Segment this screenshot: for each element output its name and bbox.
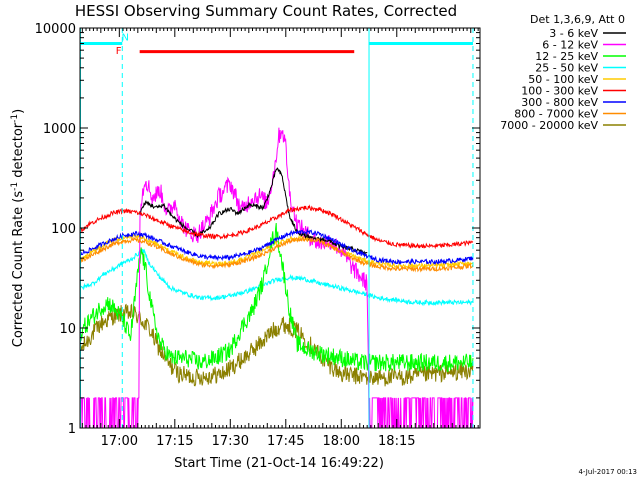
series-line-50-100-kev [80, 233, 474, 269]
y-axis-label-main: Corrected Count Rate (s [11, 191, 26, 348]
series-line-3-6-kev [139, 167, 368, 257]
y-axis: 1 10 100 1000 10000 [35, 22, 480, 437]
series-line-300-800-kev [80, 227, 474, 266]
plot-series-group [80, 127, 474, 429]
series-line-7000-20000-kev [80, 303, 474, 387]
series-line-6-12-kev [80, 127, 474, 429]
legend-label-6-12-kev: 6 - 12 keV [542, 39, 598, 52]
x-tick-label: 18:00 [323, 434, 360, 449]
x-axis: 17:00 17:15 17:30 17:45 18:00 18:15 [81, 28, 479, 449]
y-axis-label-end: ) [11, 109, 26, 114]
legend-label-3-6-kev: 3 - 6 keV [549, 27, 598, 40]
legend-label-100-300-kev: 100 - 300 keV [521, 85, 598, 98]
series-line-800-7000-kev [80, 235, 474, 273]
y-tick-label: 1 [68, 422, 76, 437]
x-tick-label: 17:45 [267, 434, 304, 449]
y-tick-label: 100 [51, 222, 76, 237]
series-line-100-300-kev [80, 204, 474, 250]
legend-header: Det 1,3,6,9, Att 0 [530, 13, 625, 26]
x-tick-label: 18:15 [378, 434, 415, 449]
annotation-label-n: N [121, 32, 128, 43]
x-axis-label: Start Time (21-Oct-14 16:49:22) [174, 456, 384, 471]
legend-label-7000-20000-kev: 7000 - 20000 keV [500, 119, 598, 132]
legend-label-300-800-kev: 300 - 800 keV [521, 96, 598, 109]
x-tick-label: 17:15 [156, 434, 193, 449]
y-tick-label: 10 [59, 322, 76, 337]
y-axis-label-sup1: -1 [10, 182, 20, 191]
y-axis-label-mid: detector [11, 122, 26, 182]
y-tick-label: 1000 [43, 122, 76, 137]
series-line-25-50-kev [80, 248, 474, 307]
x-tick-label: 17:00 [101, 434, 138, 449]
y-tick-label: 10000 [35, 22, 76, 37]
x-tick-label: 17:30 [212, 434, 249, 449]
footer-date: 4-Jul-2017 00:13 [578, 468, 637, 476]
legend-label-50-100-kev: 50 - 100 keV [528, 73, 598, 86]
legend-label-12-25-kev: 12 - 25 keV [535, 50, 598, 63]
y-axis-label-sup2: -1 [10, 114, 20, 123]
annotation-label-f: F [116, 46, 122, 57]
legend-label-800-7000-kev: 800 - 7000 keV [514, 108, 598, 121]
chart-title: HESSI Observing Summary Count Rates, Cor… [75, 2, 457, 20]
legend-label-25-50-kev: 25 - 50 keV [535, 62, 598, 75]
plot-annotations-group: FN [79, 28, 474, 428]
y-axis-label: Corrected Count Rate (s-1 detector-1) [10, 109, 26, 347]
